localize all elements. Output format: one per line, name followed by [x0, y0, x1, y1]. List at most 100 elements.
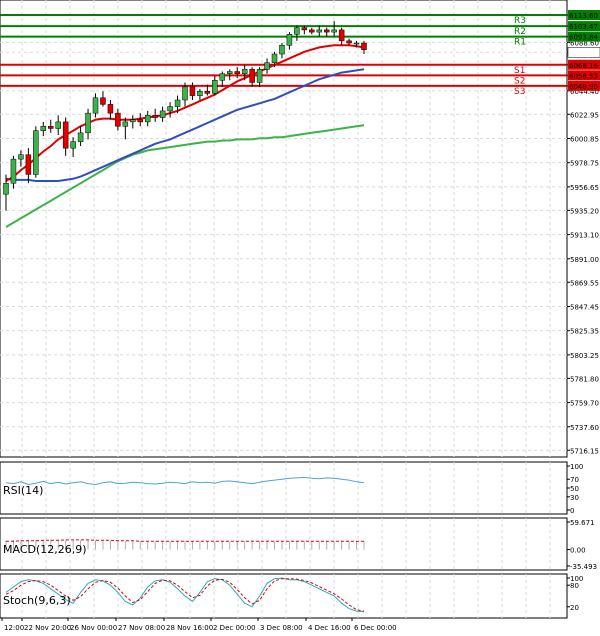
candle [167, 102, 173, 118]
candle [346, 38, 352, 46]
stoch-tick-label: 80 [570, 582, 579, 590]
candle [353, 40, 360, 48]
candle-body-up [144, 115, 151, 123]
candle-body-up [33, 130, 39, 175]
candle [137, 113, 143, 127]
candle [301, 25, 308, 35]
price-tick-label: 6022.95 [570, 111, 599, 119]
current-price-box [567, 47, 600, 58]
candle-body-up [286, 34, 293, 46]
macd-tick-label: 59.671 [570, 519, 595, 527]
candle [70, 137, 76, 157]
panel-border [0, 573, 568, 619]
x-tick-label: 3 Dec 08:00 [260, 624, 303, 632]
price-tick-label: 6044.40 [570, 88, 599, 96]
candle [212, 75, 218, 96]
candle [100, 91, 106, 107]
price-tick-label: 6088.60 [570, 39, 599, 47]
ema-green-line [5, 124, 365, 228]
candle [115, 108, 121, 131]
price-tick-label: 5737.60 [570, 424, 599, 432]
candle-body-down [137, 119, 143, 123]
candle-body-up [92, 97, 99, 114]
candle [331, 21, 337, 37]
candle-body-up [353, 42, 360, 45]
candle [48, 119, 54, 133]
candle [234, 67, 240, 79]
candle-body-up [271, 53, 278, 64]
candle-body-down [25, 154, 32, 175]
candle-body-up [70, 141, 76, 149]
candle [316, 25, 322, 37]
price-tick-label: 5716.15 [570, 447, 599, 455]
candle-body-up [40, 126, 47, 131]
level-price-text: 6103.47 [569, 23, 598, 31]
candle [227, 69, 233, 81]
candle [309, 27, 315, 35]
price-tick-label: 5956.65 [570, 184, 599, 192]
price-tick-label: 5759.70 [570, 400, 599, 408]
rsi-line [5, 476, 365, 486]
x-tick-label: 22 Nov 20:00 [24, 624, 71, 632]
x-tick-label: 12:00 [4, 624, 24, 632]
candle-body-up [182, 86, 188, 101]
candle-body-down [115, 112, 121, 127]
candle [144, 110, 151, 127]
level-price-text: 6113.60 [569, 12, 598, 20]
candle-body-down [301, 27, 308, 31]
candle-body-down [309, 29, 315, 33]
price-tick-label: 5978.75 [570, 160, 599, 168]
candle [122, 117, 129, 140]
level-price-text: 6093.84 [569, 34, 598, 42]
candle-body-down [338, 29, 345, 42]
axes: 6113.606103.476093.846088.606079.586068.… [1, 10, 600, 632]
candle-body-up [85, 112, 91, 134]
rsi-tick-label: 70 [570, 476, 579, 484]
price-tick-label: 5847.45 [570, 303, 599, 311]
level-price-box [568, 70, 600, 81]
candle [271, 51, 278, 68]
candle-body-up [18, 154, 24, 160]
candle-body-up [316, 29, 322, 33]
candle-body-down [62, 121, 69, 149]
level-price-box [568, 21, 600, 32]
candle [197, 89, 203, 100]
x-tick-label: 27 Nov 08:00 [118, 624, 165, 632]
candle [264, 58, 270, 74]
candle [25, 148, 32, 184]
price-tick-label: 6000.85 [570, 135, 599, 143]
candle-body-down [107, 104, 114, 114]
panel-border [0, 517, 568, 571]
candle-body-down [249, 69, 255, 83]
candle-body-up [294, 27, 300, 35]
candle [85, 108, 91, 140]
candle-body-up [331, 29, 337, 33]
macd-label: MACD(12,26,9) [3, 543, 87, 556]
x-tick-label: 26 Nov 00:00 [70, 624, 117, 632]
candle-body-down [234, 71, 240, 74]
candle [249, 67, 255, 87]
rsi-tick-label: 0 [570, 507, 574, 515]
candle-body-up [10, 158, 17, 184]
level-label-r1: R1 [514, 38, 526, 48]
stoch-label: Stoch(9,6,3) [3, 594, 71, 607]
candle-body-up [241, 69, 248, 74]
candle [3, 174, 9, 211]
candle [92, 93, 99, 118]
candle [152, 108, 158, 122]
candle [55, 115, 61, 136]
candle-body-up [227, 71, 233, 74]
candle [338, 27, 345, 46]
candle [33, 126, 39, 178]
x-tick-label: 4 Dec 16:00 [308, 624, 351, 632]
candle [10, 155, 17, 189]
stoch-d-line [5, 578, 365, 612]
rsi-tick-label: 50 [570, 485, 579, 493]
stoch-tick-label: 100 [570, 575, 583, 583]
price-tick-label: 5891.00 [570, 256, 599, 264]
level-price-box [568, 31, 600, 42]
candle-body-up [3, 182, 9, 195]
level-label-s2: S2 [514, 76, 525, 86]
